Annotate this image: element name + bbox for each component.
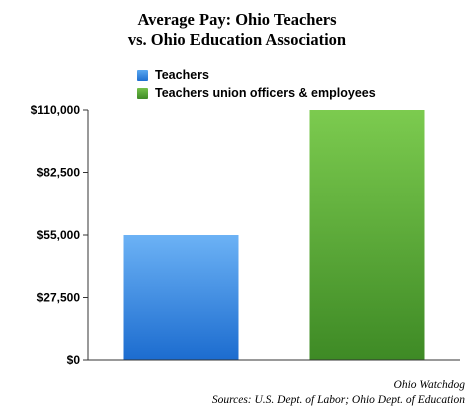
- legend-swatch-teachers: [137, 69, 148, 81]
- y-tick-label: $82,500: [37, 166, 81, 180]
- bar-0: [123, 235, 239, 360]
- legend-item-union: Teachers union officers & employees: [137, 84, 376, 102]
- legend-swatch-union: [137, 87, 148, 99]
- legend-item-teachers: Teachers: [137, 66, 376, 84]
- chart-title-line-2: vs. Ohio Education Association: [127, 30, 347, 49]
- chart-title-line-1: Average Pay: Ohio Teachers: [137, 10, 337, 29]
- source-citation: Sources: U.S. Dept. of Labor; Ohio Dept.…: [211, 394, 465, 406]
- y-tick-label: $0: [67, 353, 81, 367]
- source-note: Ohio Watchdog Sources: U.S. Dept. of Lab…: [212, 378, 465, 408]
- y-tick-label: $55,000: [37, 228, 81, 242]
- source-publisher: Ohio Watchdog: [393, 379, 465, 391]
- chart-title: Average Pay: Ohio Teachers vs. Ohio Educ…: [0, 10, 474, 50]
- y-tick-label: $110,000: [31, 103, 81, 117]
- y-tick-label: $27,500: [37, 291, 81, 305]
- bar-1: [309, 110, 425, 360]
- legend-label-teachers: Teachers: [155, 68, 209, 82]
- chart-legend: Teachers Teachers union officers & emplo…: [137, 66, 376, 102]
- legend-label-union: Teachers union officers & employees: [155, 86, 376, 100]
